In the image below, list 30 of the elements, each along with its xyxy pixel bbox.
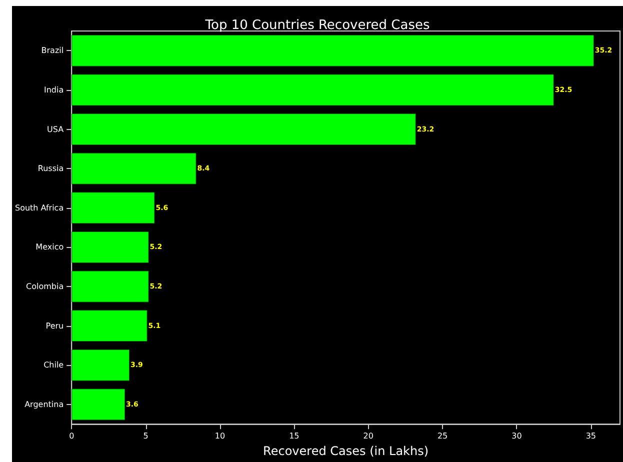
bar [72, 74, 554, 106]
y-tick-label: Peru [46, 321, 64, 330]
x-tick-label: 5 [143, 432, 148, 441]
x-tick-label: 30 [512, 432, 522, 441]
x-tick-label: 20 [363, 432, 374, 441]
x-tick-label: 15 [289, 432, 300, 441]
bar [72, 192, 155, 224]
y-tick-label: South Africa [15, 203, 64, 212]
bar [72, 34, 594, 66]
x-tick-label: 10 [214, 432, 226, 441]
bar [72, 231, 149, 263]
bar [72, 349, 130, 381]
y-tick-label: Colombia [26, 282, 64, 292]
bar [72, 152, 196, 184]
y-tick-label: Brazil [41, 46, 64, 56]
y-tick-label: Argentina [24, 400, 64, 409]
bar [72, 388, 126, 420]
bar [72, 114, 416, 145]
y-tick-label: Russia [38, 164, 64, 174]
x-tick-label: 35 [586, 432, 596, 441]
x-axis-title: Recovered Cases (in Lakhs) [263, 444, 429, 458]
bar [72, 310, 148, 342]
y-tick-label: India [44, 85, 64, 94]
chart-title: Top 10 Countries Recovered Cases [204, 18, 430, 33]
bar [72, 270, 149, 302]
x-tick-label: 25 [437, 432, 448, 441]
y-tick-label: Mexico [36, 242, 64, 252]
x-tick-label: 0 [69, 432, 74, 441]
y-tick-label: USA [47, 124, 64, 134]
y-tick-label: Chile [44, 360, 64, 370]
